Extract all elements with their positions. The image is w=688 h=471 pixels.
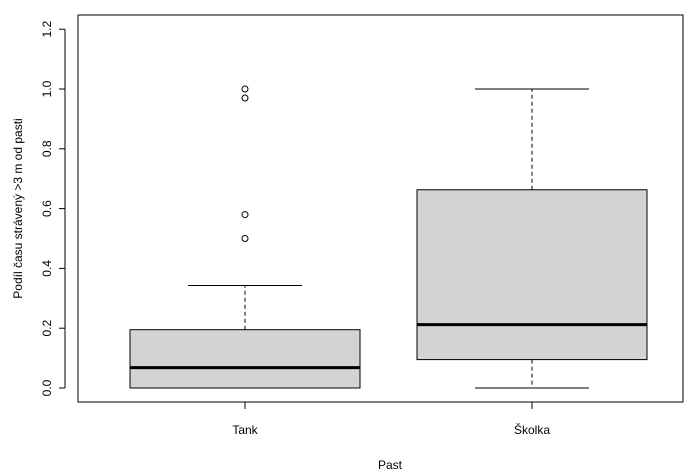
outlier-point xyxy=(241,85,249,93)
outlier-point xyxy=(241,211,249,219)
y-tick-label: 0.0 xyxy=(40,379,54,396)
box-1 xyxy=(129,85,361,389)
iqr-box xyxy=(129,329,361,389)
y-axis-title: Podíl času strávený >3 m od pasti xyxy=(11,118,25,298)
box-2 xyxy=(416,88,648,389)
plot-frame xyxy=(77,14,684,403)
y-tick-label: 0.6 xyxy=(40,200,54,217)
x-tick-label: Školka xyxy=(514,422,550,437)
outlier-point xyxy=(241,94,249,102)
x-axis-title: Past xyxy=(378,458,403,471)
boxes xyxy=(129,85,648,389)
y-tick-label: 1.2 xyxy=(40,21,54,38)
y-tick-label: 1.0 xyxy=(40,80,54,97)
iqr-box xyxy=(416,189,648,361)
x-axis: Tank Školka xyxy=(232,402,550,437)
y-tick-label: 0.4 xyxy=(40,260,54,277)
outlier-point xyxy=(241,235,249,242)
y-tick-label: 0.2 xyxy=(40,320,54,337)
x-tick-label: Tank xyxy=(232,423,258,437)
y-tick-label: 0.8 xyxy=(40,140,54,157)
y-axis: 0.0 0.2 0.4 0.6 0.8 1.0 1.2 xyxy=(40,21,66,396)
